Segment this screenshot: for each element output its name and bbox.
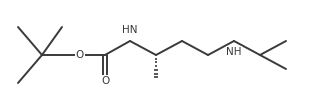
Text: HN: HN [122, 25, 138, 35]
Text: O: O [76, 50, 84, 60]
Text: O: O [101, 76, 109, 86]
Text: NH: NH [226, 47, 242, 57]
